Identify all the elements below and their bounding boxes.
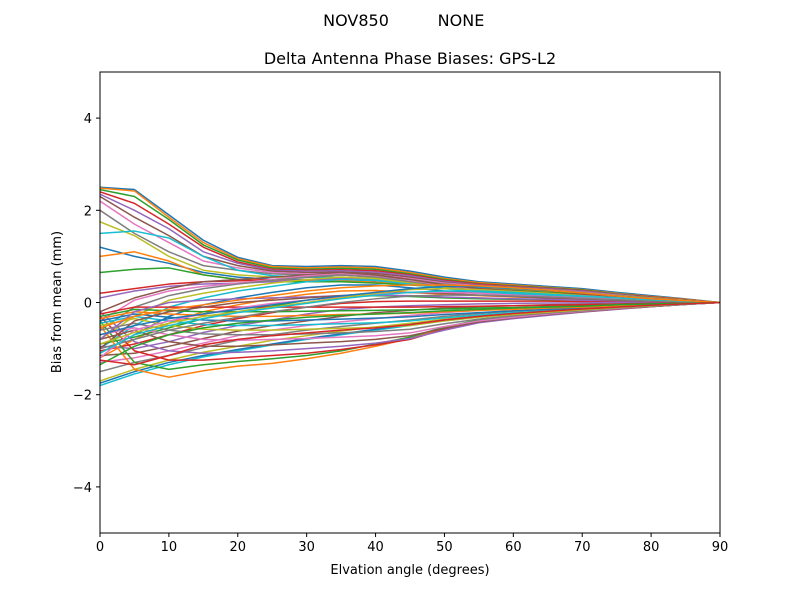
series-line-24 bbox=[100, 300, 720, 352]
chart-title: Delta Antenna Phase Biases: GPS-L2 bbox=[264, 49, 556, 68]
series-line-53 bbox=[100, 301, 720, 366]
x-tick-label: 30 bbox=[298, 540, 315, 555]
y-axis-label: Bias from mean (mm) bbox=[50, 231, 65, 373]
x-tick-label: 20 bbox=[230, 540, 247, 555]
series-line-48 bbox=[100, 294, 720, 350]
x-axis: 0 10 20 30 40 50 60 70 80 90 bbox=[96, 533, 728, 555]
series-line-54 bbox=[100, 301, 720, 366]
y-tick-label: 0 bbox=[84, 297, 92, 312]
x-tick-label: 60 bbox=[505, 540, 522, 555]
y-tick-label: −4 bbox=[73, 481, 92, 496]
y-tick-label: 4 bbox=[84, 112, 92, 127]
x-tick-label: 10 bbox=[161, 540, 178, 555]
series-line-50 bbox=[100, 290, 720, 354]
y-axis: −4 −2 0 2 4 bbox=[73, 112, 100, 496]
series-line-52 bbox=[100, 284, 720, 329]
x-tick-label: 50 bbox=[436, 540, 453, 555]
suptitle-right: NONE bbox=[438, 11, 485, 30]
series-layer bbox=[100, 186, 720, 387]
x-axis-label: Elvation angle (degrees) bbox=[330, 563, 489, 578]
suptitle-left: NOV850 bbox=[323, 11, 389, 30]
series-line-25 bbox=[100, 301, 720, 350]
y-tick-label: −2 bbox=[73, 389, 92, 404]
y-tick-label: 2 bbox=[84, 204, 92, 219]
series-line-1 bbox=[100, 186, 720, 304]
x-tick-label: 40 bbox=[367, 540, 384, 555]
x-tick-label: 0 bbox=[96, 540, 104, 555]
x-tick-label: 80 bbox=[643, 540, 660, 555]
x-tick-label: 70 bbox=[574, 540, 591, 555]
x-tick-label: 90 bbox=[712, 540, 729, 555]
